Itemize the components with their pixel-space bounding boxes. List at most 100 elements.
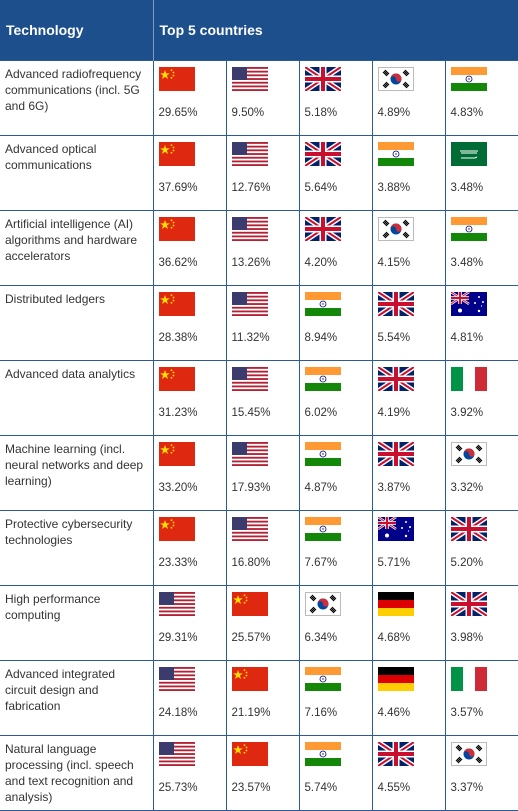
top-countries-column-header: Top 5 countries bbox=[153, 0, 518, 61]
india-flag-icon bbox=[305, 742, 341, 766]
technology-name: Distributed ledgers bbox=[0, 286, 153, 361]
country-cell: 3.48% bbox=[445, 136, 518, 211]
country-cell-content: 37.69% bbox=[154, 136, 226, 205]
country-share-value: 5.74% bbox=[305, 782, 338, 794]
country-cell: 4.55% bbox=[372, 736, 445, 811]
usa-flag-icon bbox=[232, 292, 268, 316]
country-cell: 3.88% bbox=[372, 136, 445, 211]
usa-flag-icon bbox=[232, 442, 268, 466]
country-cell-content: 23.33% bbox=[154, 511, 226, 580]
country-cell: 17.93% bbox=[226, 436, 299, 511]
country-share-value: 4.19% bbox=[378, 407, 411, 419]
country-cell: 5.64% bbox=[299, 136, 372, 211]
china-flag-icon bbox=[159, 67, 195, 91]
country-cell: 37.69% bbox=[153, 136, 226, 211]
country-cell: 21.19% bbox=[226, 661, 299, 736]
usa-flag-icon bbox=[232, 517, 268, 541]
country-cell-content: 16.80% bbox=[227, 511, 299, 580]
country-cell: 7.16% bbox=[299, 661, 372, 736]
technology-name: Advanced integrated circuit design and f… bbox=[0, 661, 153, 736]
country-cell-content: 4.46% bbox=[373, 661, 445, 730]
country-share-value: 16.80% bbox=[232, 557, 271, 569]
country-cell-content: 31.23% bbox=[154, 361, 226, 430]
country-cell-content: 4.19% bbox=[373, 361, 445, 430]
country-cell-content: 29.31% bbox=[154, 586, 226, 655]
technology-name: Machine learning (incl. neural networks … bbox=[0, 436, 153, 511]
country-share-value: 4.68% bbox=[378, 632, 411, 644]
country-cell-content: 3.57% bbox=[446, 661, 518, 730]
country-cell-content: 3.87% bbox=[373, 436, 445, 505]
country-share-value: 3.92% bbox=[451, 407, 484, 419]
country-cell: 3.98% bbox=[445, 586, 518, 661]
country-cell-content: 28.38% bbox=[154, 286, 226, 355]
country-share-value: 15.45% bbox=[232, 407, 271, 419]
uk-flag-icon bbox=[305, 142, 341, 166]
country-cell: 4.81% bbox=[445, 286, 518, 361]
country-cell-content: 9.50% bbox=[227, 61, 299, 130]
china-flag-icon bbox=[159, 367, 195, 391]
india-flag-icon bbox=[305, 667, 341, 691]
country-share-value: 24.18% bbox=[159, 707, 198, 719]
country-share-value: 3.37% bbox=[451, 782, 484, 794]
table-body: Advanced radiofrequency communications (… bbox=[0, 61, 518, 811]
country-cell: 16.80% bbox=[226, 511, 299, 586]
technology-name: Protective cybersecurity technologies bbox=[0, 511, 153, 586]
usa-flag-icon bbox=[232, 367, 268, 391]
country-cell: 3.37% bbox=[445, 736, 518, 811]
country-cell: 6.34% bbox=[299, 586, 372, 661]
country-cell-content: 4.68% bbox=[373, 586, 445, 655]
country-cell: 25.57% bbox=[226, 586, 299, 661]
table-row: Artificial intelligence (AI) algorithms … bbox=[0, 211, 518, 286]
table-row: Advanced integrated circuit design and f… bbox=[0, 661, 518, 736]
country-cell: 36.62% bbox=[153, 211, 226, 286]
country-cell-content: 3.48% bbox=[446, 211, 518, 280]
country-cell-content: 4.83% bbox=[446, 61, 518, 130]
country-cell-content: 17.93% bbox=[227, 436, 299, 505]
country-cell: 24.18% bbox=[153, 661, 226, 736]
country-share-value: 3.48% bbox=[451, 257, 484, 269]
south-korea-flag-icon bbox=[378, 217, 414, 241]
usa-flag-icon bbox=[232, 67, 268, 91]
south-korea-flag-icon bbox=[378, 67, 414, 91]
uk-flag-icon bbox=[378, 442, 414, 466]
country-share-value: 7.67% bbox=[305, 557, 338, 569]
country-cell-content: 3.32% bbox=[446, 436, 518, 505]
india-flag-icon bbox=[305, 367, 341, 391]
country-cell: 25.73% bbox=[153, 736, 226, 811]
country-cell-content: 4.87% bbox=[300, 436, 372, 505]
country-cell: 13.26% bbox=[226, 211, 299, 286]
country-cell-content: 7.67% bbox=[300, 511, 372, 580]
country-cell: 5.74% bbox=[299, 736, 372, 811]
china-flag-icon bbox=[159, 517, 195, 541]
country-share-value: 6.02% bbox=[305, 407, 338, 419]
country-cell-content: 4.55% bbox=[373, 736, 445, 805]
country-cell-content: 6.02% bbox=[300, 361, 372, 430]
country-cell: 6.02% bbox=[299, 361, 372, 436]
usa-flag-icon bbox=[159, 667, 195, 691]
usa-flag-icon bbox=[232, 217, 268, 241]
country-share-value: 7.16% bbox=[305, 707, 338, 719]
country-share-value: 3.32% bbox=[451, 482, 484, 494]
country-cell-content: 3.98% bbox=[446, 586, 518, 655]
country-cell: 12.76% bbox=[226, 136, 299, 211]
country-cell: 28.38% bbox=[153, 286, 226, 361]
country-cell: 4.68% bbox=[372, 586, 445, 661]
country-share-value: 23.33% bbox=[159, 557, 198, 569]
country-cell-content: 11.32% bbox=[227, 286, 299, 355]
country-cell-content: 5.64% bbox=[300, 136, 372, 205]
country-cell: 23.57% bbox=[226, 736, 299, 811]
china-flag-icon bbox=[232, 667, 268, 691]
country-share-value: 23.57% bbox=[232, 782, 271, 794]
country-cell-content: 24.18% bbox=[154, 661, 226, 730]
technology-name: Advanced optical communications bbox=[0, 136, 153, 211]
country-share-value: 4.89% bbox=[378, 107, 411, 119]
country-share-value: 29.65% bbox=[159, 107, 198, 119]
country-share-value: 25.73% bbox=[159, 782, 198, 794]
uk-flag-icon bbox=[378, 367, 414, 391]
country-share-value: 17.93% bbox=[232, 482, 271, 494]
country-share-value: 31.23% bbox=[159, 407, 198, 419]
country-cell: 3.32% bbox=[445, 436, 518, 511]
country-share-value: 5.18% bbox=[305, 107, 338, 119]
